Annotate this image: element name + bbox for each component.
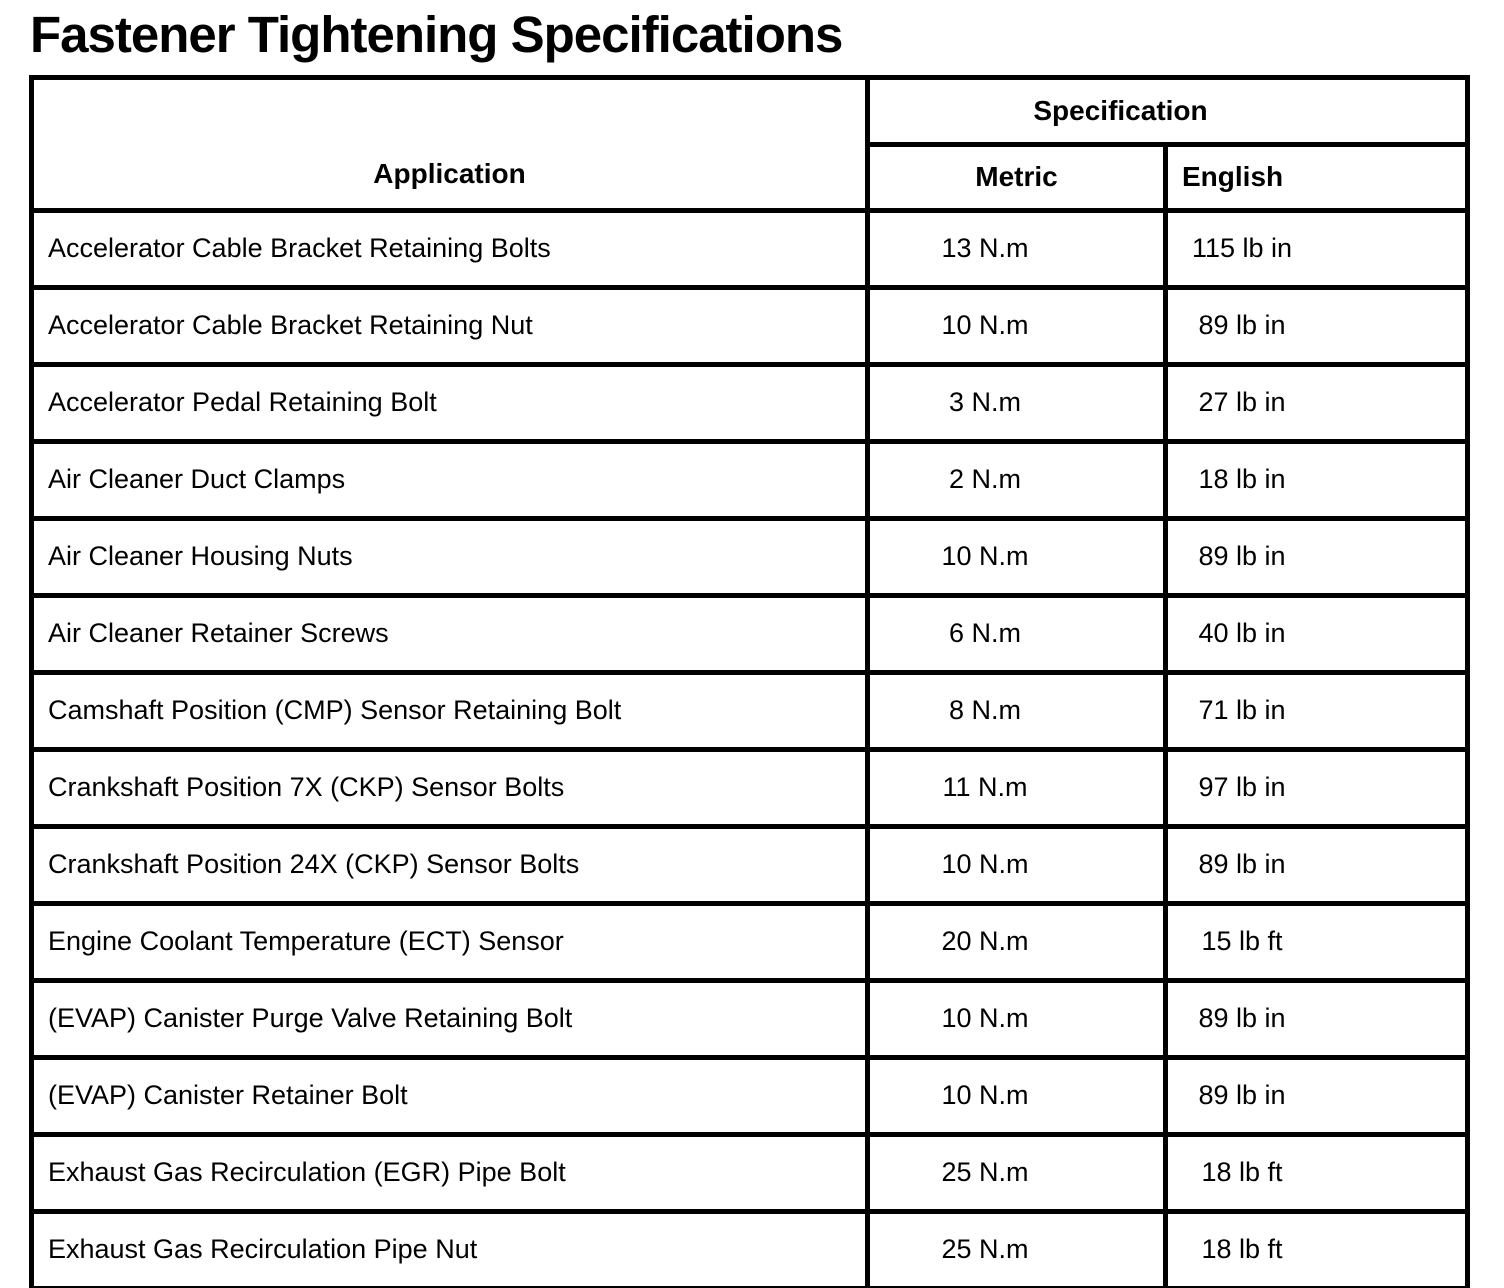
metric-value-cell: 10 N.m [865,824,1168,906]
english-value-cell: 89 lb in [1162,824,1471,906]
application-cell: Air Cleaner Duct Clamps [29,439,870,521]
application-cell: Exhaust Gas Recirculation (EGR) Pipe Bol… [29,1132,870,1214]
table-row: Air Cleaner Retainer Screws 6 N.m 40 lb … [29,593,1471,675]
column-header-english: English [1162,142,1471,213]
column-header-metric: Metric [865,142,1168,213]
application-cell: Camshaft Position (CMP) Sensor Retaining… [29,670,870,752]
table-row: Exhaust Gas Recirculation (EGR) Pipe Bol… [29,1132,1471,1214]
application-cell: Accelerator Cable Bracket Retaining Nut [29,285,870,367]
table-row: (EVAP) Canister Retainer Bolt 10 N.m 89 … [29,1055,1471,1137]
english-value-cell: 71 lb in [1162,670,1471,752]
application-cell: Accelerator Pedal Retaining Bolt [29,362,870,444]
application-cell: Crankshaft Position 7X (CKP) Sensor Bolt… [29,747,870,829]
english-value-cell: 18 lb in [1162,439,1471,521]
table-row: Accelerator Pedal Retaining Bolt 3 N.m 2… [29,362,1471,444]
column-header-application: Application [29,75,870,213]
metric-value-cell: 6 N.m [865,593,1168,675]
application-cell: Exhaust Gas Recirculation Pipe Nut [29,1209,870,1288]
application-cell: Crankshaft Position 24X (CKP) Sensor Bol… [29,824,870,906]
application-cell: Air Cleaner Retainer Screws [29,593,870,675]
english-value-cell: 18 lb ft [1162,1209,1471,1288]
metric-value-cell: 8 N.m [865,670,1168,752]
metric-value-cell: 20 N.m [865,901,1168,983]
column-header-specification: Specification [864,75,1471,147]
metric-value-cell: 13 N.m [865,208,1168,290]
english-value-cell: 89 lb in [1162,1055,1471,1137]
table-row: (EVAP) Canister Purge Valve Retaining Bo… [29,978,1471,1060]
english-value-cell: 97 lb in [1162,747,1471,829]
fastener-spec-table: Application Specification Metric English… [29,75,1471,1288]
page-title: Fastener Tightening Specifications [30,6,843,63]
english-value-cell: 115 lb in [1162,208,1471,290]
metric-value-cell: 11 N.m [865,747,1168,829]
table-row: Air Cleaner Duct Clamps 2 N.m 18 lb in [29,439,1471,521]
application-cell: (EVAP) Canister Retainer Bolt [29,1055,870,1137]
english-value-cell: 27 lb in [1162,362,1471,444]
table-row: Accelerator Cable Bracket Retaining Bolt… [29,208,1471,290]
application-cell: (EVAP) Canister Purge Valve Retaining Bo… [29,978,870,1060]
header-row-specification: Application Specification [29,75,1471,213]
table-row: Air Cleaner Housing Nuts 10 N.m 89 lb in [29,516,1471,598]
metric-value-cell: 25 N.m [865,1209,1168,1288]
metric-value-cell: 10 N.m [865,978,1168,1060]
application-cell: Air Cleaner Housing Nuts [29,516,870,598]
metric-value-cell: 2 N.m [865,439,1168,521]
application-cell: Engine Coolant Temperature (ECT) Sensor [29,901,870,983]
metric-value-cell: 3 N.m [865,362,1168,444]
english-value-cell: 89 lb in [1162,516,1471,598]
metric-value-cell: 10 N.m [865,1055,1168,1137]
metric-value-cell: 10 N.m [865,285,1168,367]
application-cell: Accelerator Cable Bracket Retaining Bolt… [29,208,870,290]
table-row: Crankshaft Position 7X (CKP) Sensor Bolt… [29,747,1471,829]
english-value-cell: 89 lb in [1162,285,1471,367]
table-row: Engine Coolant Temperature (ECT) Sensor … [29,901,1471,983]
table-row: Accelerator Cable Bracket Retaining Nut … [29,285,1471,367]
english-value-cell: 40 lb in [1162,593,1471,675]
metric-value-cell: 10 N.m [865,516,1168,598]
english-value-cell: 18 lb ft [1162,1132,1471,1214]
table-row: Crankshaft Position 24X (CKP) Sensor Bol… [29,824,1471,906]
english-value-cell: 89 lb in [1162,978,1471,1060]
metric-value-cell: 25 N.m [865,1132,1168,1214]
english-value-cell: 15 lb ft [1162,901,1471,983]
table-row: Exhaust Gas Recirculation Pipe Nut 25 N.… [29,1209,1471,1288]
header-row-units: Metric English [32,142,1471,213]
table-row: Camshaft Position (CMP) Sensor Retaining… [29,670,1471,752]
